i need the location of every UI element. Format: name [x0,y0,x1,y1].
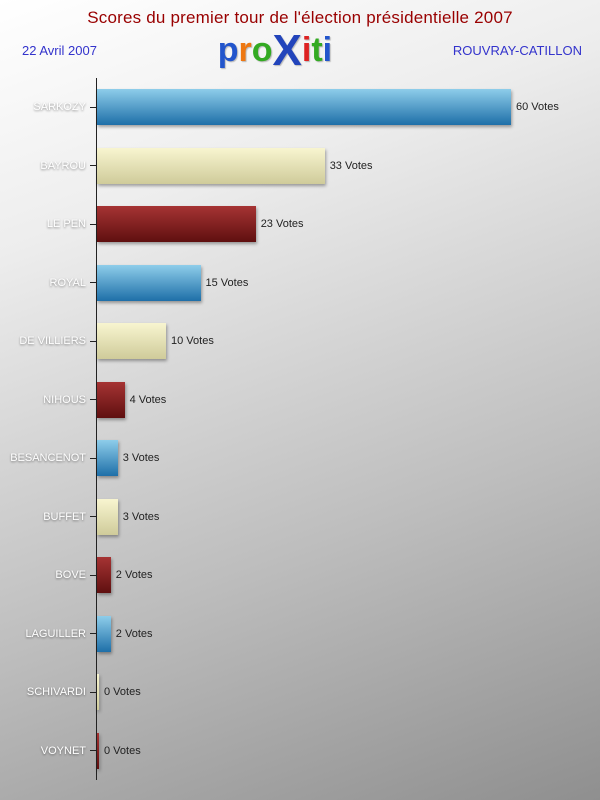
chart-row: DE VILLIERS 10 Votes [0,312,600,371]
value-label: 3 Votes [122,510,160,523]
axis-tick [90,165,96,167]
chart-row: NIHOUS 4 Votes [0,370,600,429]
chart-row: ROYAL 15 Votes [0,253,600,312]
bar-area: 23 Votes [96,195,600,254]
bar-area: 10 Votes [96,312,600,371]
candidate-label: ROYAL [49,276,86,289]
bar-area: 60 Votes [96,78,600,137]
candidate-label: SCHIVARDI [26,686,86,699]
axis-tick [90,223,96,225]
logo-letter: o [251,30,273,69]
logo-letter: p [217,30,239,69]
chart-row: LAGUILLER 2 Votes [0,604,600,663]
candidate-label: SARKOZY [33,101,86,114]
axis-tick [90,282,96,284]
proxiti-logo: proXiti [217,25,333,75]
chart-date: 22 Avril 2007 [22,42,97,58]
value-label: 10 Votes [171,335,214,348]
vote-bar [97,498,118,535]
vote-bar [97,732,99,769]
vote-bar [97,674,99,711]
value-label: 0 Votes [104,686,141,699]
candidate-label: BUFFET [43,510,86,523]
value-label: 2 Votes [115,569,153,582]
logo-letter: t [311,30,323,69]
value-label: 3 Votes [122,452,160,465]
axis-tick [90,633,96,635]
axis-tick [90,691,96,693]
axis-tick [90,399,96,401]
bar-chart: SARKOZY 60 Votes BAYROU 33 Votes LE PEN 23 Vo… [0,78,600,780]
axis-tick [90,574,96,576]
value-label: 33 Votes [329,159,373,172]
candidate-label: LE PEN [46,218,86,231]
bar-area: 0 Votes [96,721,600,780]
subheader: 22 Avril 2007 proXiti ROUVRAY-CATILLON [0,26,600,74]
candidate-label: BESANCENOT [10,452,86,465]
candidate-label: NIHOUS [43,393,86,406]
value-label: 23 Votes [260,218,304,231]
axis-tick [90,457,96,459]
page-title: Scores du premier tour de l'élection pré… [87,8,513,27]
bar-area: 33 Votes [96,136,600,195]
logo-letter: X [272,25,302,75]
bar-area: 3 Votes [96,487,600,546]
value-label: 15 Votes [205,276,249,289]
vote-bar [97,557,111,594]
axis-tick [90,340,96,342]
candidate-label: VOYNET [40,744,86,757]
axis-tick [90,750,96,752]
axis-tick [90,516,96,518]
value-label: 60 Votes [516,101,559,114]
vote-bar [97,440,118,477]
vote-bar [97,323,166,360]
chart-row: BOVE 2 Votes [0,546,600,605]
vote-bar [97,147,325,184]
bar-area: 2 Votes [96,546,600,605]
logo-letter: i [301,30,312,69]
bar-area: 0 Votes [96,663,600,722]
bar-area: 15 Votes [96,253,600,312]
vote-bar [97,206,256,243]
candidate-label: BAYROU [40,159,86,172]
candidate-label: DE VILLIERS [19,335,86,348]
chart-row: VOYNET 0 Votes [0,721,600,780]
axis-tick [90,106,96,108]
bar-area: 3 Votes [96,429,600,488]
value-label: 0 Votes [104,744,141,757]
vote-bar [97,89,511,126]
logo-letter: i [322,30,333,69]
value-label: 2 Votes [115,627,153,640]
logo-letter: r [238,30,252,69]
chart-row: BAYROU 33 Votes [0,136,600,195]
candidate-label: LAGUILLER [25,627,86,640]
chart-row: LE PEN 23 Votes [0,195,600,254]
candidate-label: BOVE [55,569,86,582]
vote-bar [97,615,111,652]
chart-row: SCHIVARDI 0 Votes [0,663,600,722]
vote-bar [97,381,125,418]
value-label: 4 Votes [129,393,167,406]
chart-row: SARKOZY 60 Votes [0,78,600,137]
bar-area: 4 Votes [96,370,600,429]
vote-bar [97,264,201,301]
chart-row: BESANCENOT 3 Votes [0,429,600,488]
chart-location: ROUVRAY-CATILLON [452,42,582,58]
bar-area: 2 Votes [96,604,600,663]
chart-row: BUFFET 3 Votes [0,487,600,546]
